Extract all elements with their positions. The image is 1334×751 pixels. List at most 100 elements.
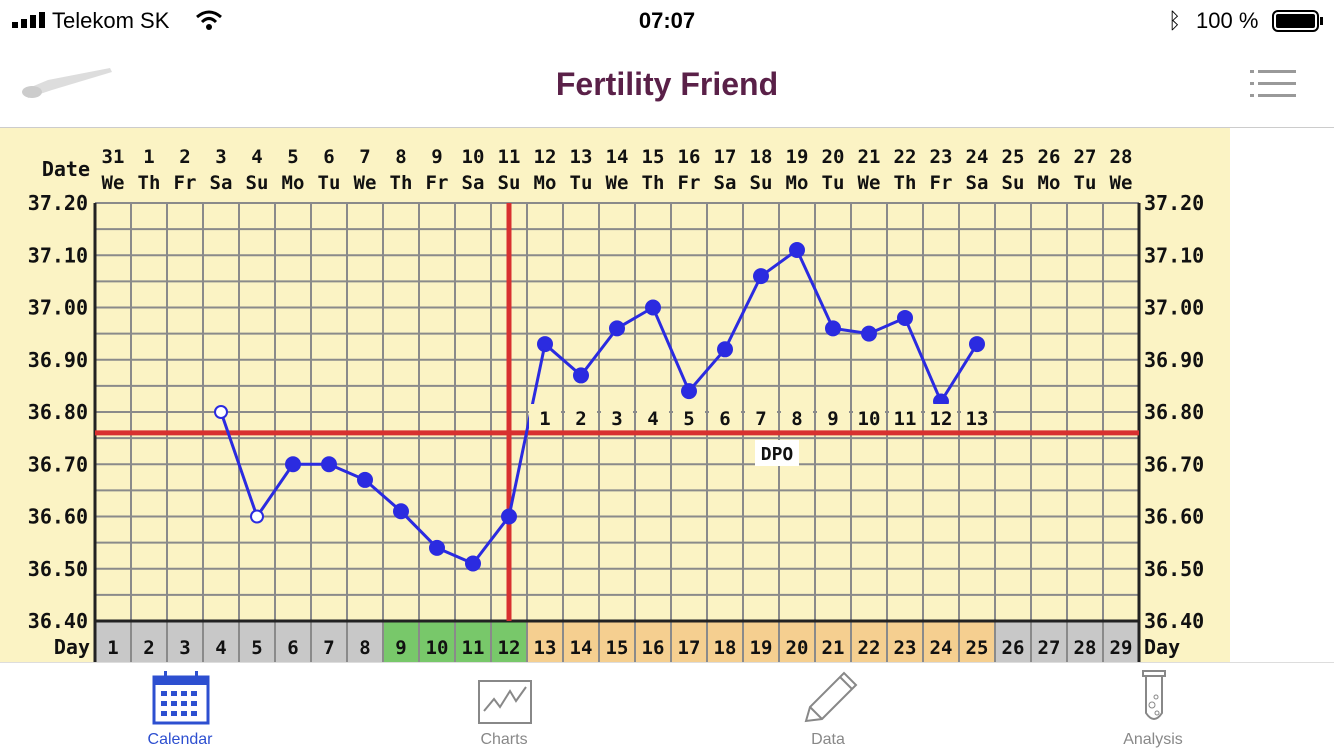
date-label: 12: [534, 146, 557, 168]
date-label: 4: [251, 146, 262, 168]
day-number: 26: [1002, 637, 1025, 659]
page-title: Fertility Friend: [555, 66, 779, 102]
day-cell: [168, 622, 202, 662]
weekday-label: Mo: [1038, 172, 1061, 194]
tab-charts[interactable]: Charts: [404, 663, 604, 751]
date-label: 25: [1002, 146, 1025, 168]
weekday-label: Th: [894, 172, 917, 194]
calendar-icon: [152, 671, 210, 725]
weekday-label: Sa: [966, 172, 989, 194]
date-label: 20: [822, 146, 845, 168]
tab-calendar[interactable]: Calendar: [80, 663, 280, 751]
day-number: 16: [642, 637, 665, 659]
day-cell: [96, 622, 130, 662]
wifi-icon: [196, 10, 222, 30]
list-menu-icon[interactable]: [1250, 70, 1298, 100]
tab-label: Data: [811, 731, 845, 748]
day-number: 27: [1038, 637, 1061, 659]
temperature-point: [753, 268, 769, 285]
dpo-label: DPO: [761, 444, 794, 465]
temperature-point: [681, 383, 697, 400]
day-cell: [348, 622, 382, 662]
day-cell: [708, 622, 742, 662]
day-cell: [528, 622, 562, 662]
day-cell: [996, 622, 1030, 662]
dpo-number: 9: [827, 408, 838, 430]
day-number: 25: [966, 637, 989, 659]
day-number: 7: [323, 637, 334, 659]
y-tick-label-right: 36.70: [1144, 452, 1204, 476]
clock: 07:07: [638, 8, 696, 33]
weekday-label: We: [1110, 172, 1133, 194]
day-cell: [744, 622, 778, 662]
bbt-chart[interactable]: 1 31 We 2 1 Th 3 2 Fr 4 3 Sa 5 4 Su 6 5 Mo 7 6 Tu 8 7 We 9 8 Th 10 9…: [0, 128, 1230, 662]
day-cell: [384, 622, 418, 662]
day-number: 22: [858, 637, 881, 659]
temperature-point: [393, 503, 409, 520]
date-label: 8: [395, 146, 406, 168]
day-number: 13: [534, 637, 557, 659]
day-number: 9: [395, 637, 406, 659]
date-label: 22: [894, 146, 917, 168]
weekday-label: We: [858, 172, 881, 194]
temperature-point: [321, 456, 337, 473]
chart-icon: [478, 680, 532, 724]
carrier: Telekom SK: [52, 8, 170, 33]
day-cell: [564, 622, 598, 662]
date-label: 3: [215, 146, 226, 168]
date-label: 23: [930, 146, 953, 168]
dpo-bg: [601, 404, 633, 428]
weekday-label: Tu: [318, 172, 341, 194]
test-tube-icon: [1142, 670, 1166, 720]
dpo-number: 5: [683, 408, 694, 430]
pencil-icon: [804, 671, 858, 723]
bluetooth-icon: ᛒ: [1168, 8, 1182, 33]
day-axis-label: Day: [54, 635, 90, 659]
thermometer-icon[interactable]: [18, 64, 114, 100]
weekday-label: Fr: [678, 172, 701, 194]
day-number: 23: [894, 637, 917, 659]
dpo-label-bg: [755, 440, 799, 466]
day-cell: [780, 622, 814, 662]
weekday-label: Sa: [714, 172, 737, 194]
temperature-point: [501, 508, 517, 525]
date-label: 21: [858, 146, 881, 168]
tab-label: Analysis: [1123, 731, 1183, 748]
dpo-bg: [817, 404, 849, 428]
y-tick-label: 36.70: [28, 452, 88, 476]
tab-analysis[interactable]: Analysis: [1053, 663, 1253, 751]
day-number: 10: [426, 637, 449, 659]
date-axis-label: Date: [42, 157, 90, 181]
day-cell: [636, 622, 670, 662]
tab-data[interactable]: Data: [728, 663, 928, 751]
date-label: 16: [678, 146, 701, 168]
y-tick-label: 36.50: [28, 557, 88, 581]
weekday-label: We: [606, 172, 629, 194]
day-cell: [132, 622, 166, 662]
date-label: 31: [102, 146, 125, 168]
battery-icon: [1272, 10, 1323, 32]
status-bar: Telekom SK 07:07 ᛒ 100 %: [0, 0, 1334, 42]
day-number: 28: [1074, 637, 1097, 659]
nav-bar: Fertility Friend: [0, 42, 1334, 128]
weekday-label: Th: [390, 172, 413, 194]
weekday-label: Mo: [282, 172, 305, 194]
weekday-label: Fr: [930, 172, 953, 194]
day-number: 6: [287, 637, 298, 659]
dpo-bg: [673, 404, 705, 428]
date-label: 6: [323, 146, 334, 168]
day-cell: [420, 622, 454, 662]
day-cell: [852, 622, 886, 662]
dpo-bg: [925, 404, 957, 428]
day-number: 17: [678, 637, 701, 659]
weekday-label: Sa: [462, 172, 485, 194]
day-cell: [960, 622, 994, 662]
weekday-label: We: [102, 172, 125, 194]
date-label: 7: [359, 146, 370, 168]
day-cell: [1032, 622, 1066, 662]
weekday-label: Su: [246, 172, 269, 194]
battery-percent: 100 %: [1196, 8, 1259, 33]
weekday-label: Tu: [570, 172, 593, 194]
dpo-bg: [637, 404, 669, 428]
weekday-label: Su: [498, 172, 521, 194]
